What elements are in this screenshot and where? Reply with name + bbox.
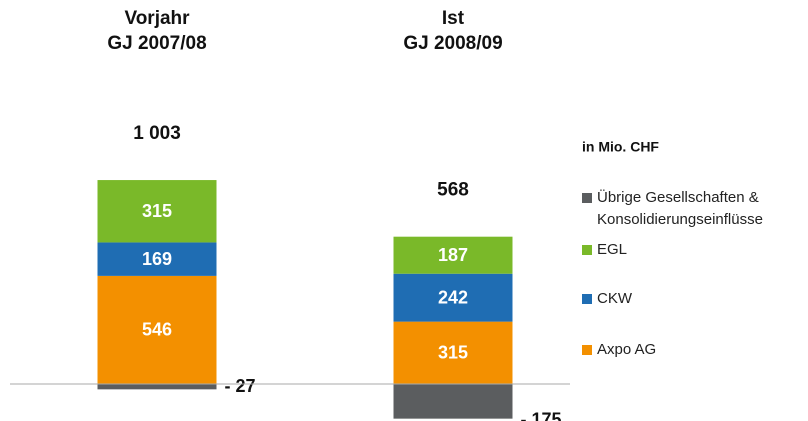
- legend-label: Übrige Gesellschaften & Konsolidierungse…: [597, 189, 763, 228]
- legend-swatch: [582, 245, 592, 255]
- bar-segment: [393, 236, 513, 274]
- category-label: Ist GJ 2008/09: [403, 8, 503, 54]
- data-label: 169: [142, 249, 172, 269]
- bar-segment: [97, 242, 217, 276]
- data-label: 187: [438, 245, 468, 265]
- data-label: 315: [438, 343, 468, 363]
- bar-segment: [97, 180, 217, 243]
- bar-segment: [97, 275, 217, 384]
- data-label: - 27: [225, 376, 256, 396]
- bar-segment: [97, 384, 217, 390]
- bar-segment: [393, 273, 513, 322]
- legend-label: CKW: [597, 290, 632, 307]
- data-label: 315: [142, 201, 172, 221]
- total-label: 568: [437, 180, 469, 201]
- data-label: 546: [142, 320, 172, 340]
- legend-swatch: [582, 294, 592, 304]
- data-label: - 175: [521, 409, 562, 421]
- data-label: 242: [438, 287, 468, 307]
- legend-label: Axpo AG: [597, 341, 657, 358]
- category-label: Vorjahr GJ 2007/08: [107, 8, 207, 54]
- total-label: 1 003: [133, 123, 181, 144]
- legend-swatch: [582, 193, 592, 203]
- legend-swatch: [582, 345, 592, 355]
- legend-title: in Mio. CHF: [582, 139, 659, 155]
- bar-segment: [393, 321, 513, 384]
- legend-label: EGL: [597, 241, 628, 258]
- bar-segment: [393, 384, 513, 419]
